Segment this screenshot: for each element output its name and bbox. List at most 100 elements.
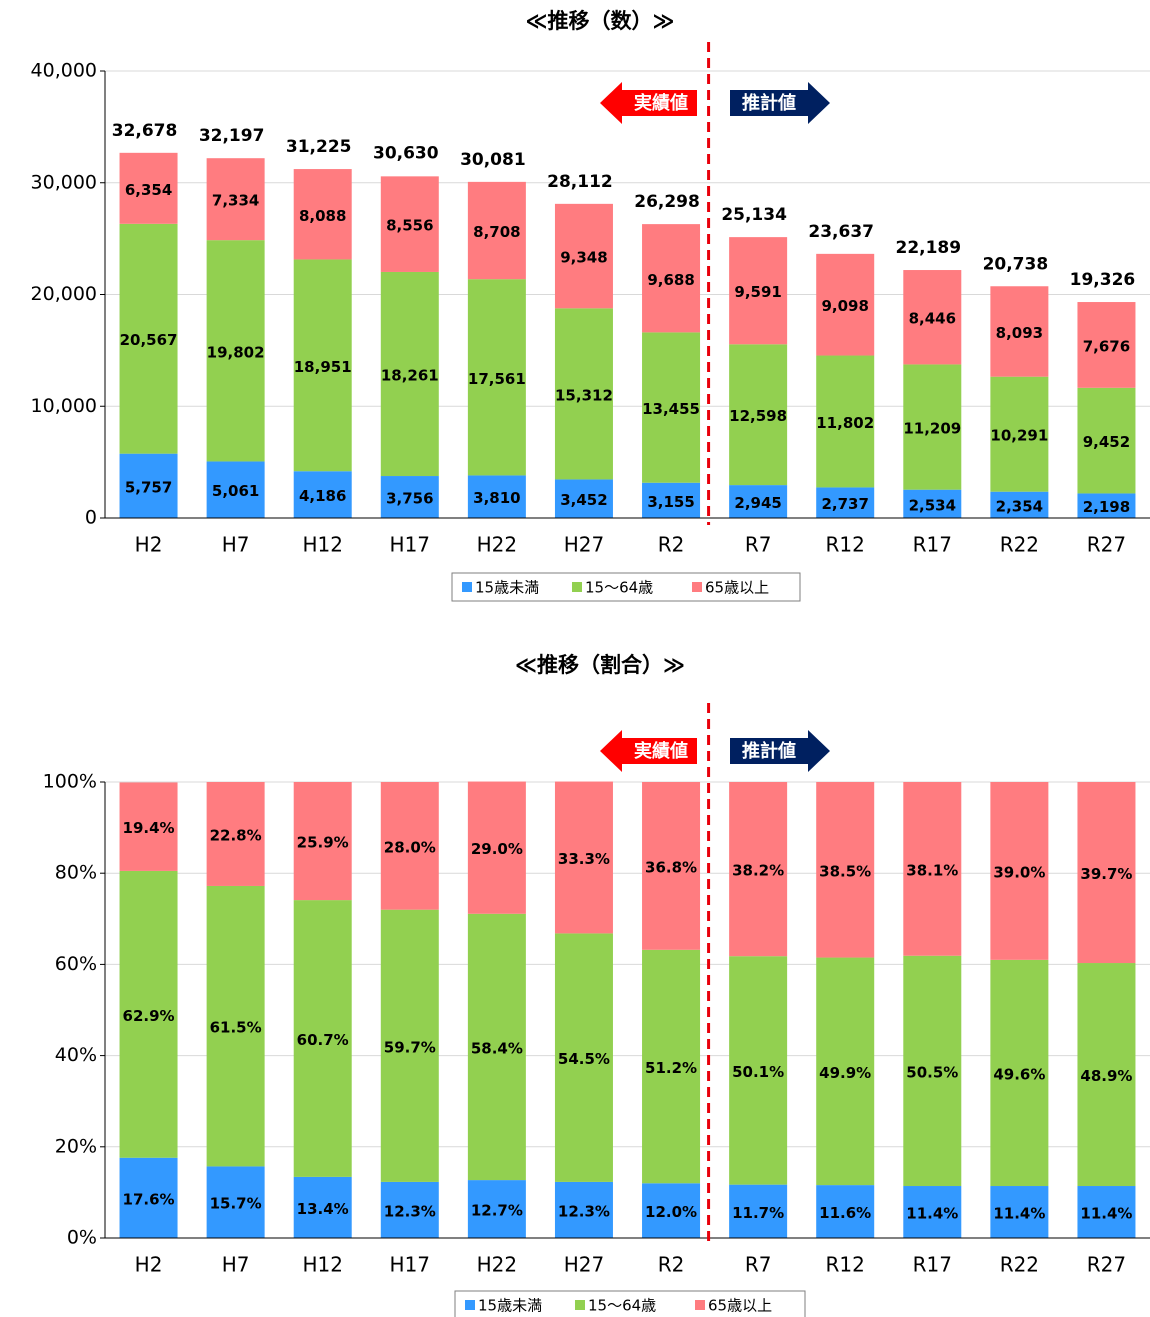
data-label: 61.5% — [210, 1019, 262, 1037]
bar-segment — [206, 782, 265, 886]
data-label: 20,567 — [120, 331, 178, 349]
x-tick-label: R2 — [658, 1253, 685, 1277]
x-tick-label: R2 — [658, 533, 685, 557]
bar-segment — [903, 955, 962, 1187]
bar-segment — [380, 1181, 439, 1238]
data-label: 8,708 — [473, 223, 520, 241]
x-tick-label: H7 — [222, 1253, 250, 1277]
data-label: 49.6% — [993, 1065, 1045, 1083]
bar-segment — [119, 223, 178, 454]
data-label: 8,556 — [386, 217, 433, 235]
bar-segment — [380, 176, 439, 272]
data-label: 50.5% — [906, 1063, 958, 1081]
bar-segment — [206, 461, 265, 518]
data-label: 54.5% — [558, 1050, 610, 1068]
data-label: 38.1% — [906, 861, 958, 879]
y-tick-label: 40,000 — [31, 60, 97, 82]
legend-swatch — [572, 582, 582, 592]
annotation: 推計値 — [742, 92, 796, 114]
bar-segment — [380, 476, 439, 518]
data-label: 11.4% — [993, 1205, 1045, 1223]
data-label: 7,334 — [212, 192, 259, 210]
data-label: 51.2% — [645, 1059, 697, 1077]
bar-segment — [119, 453, 178, 518]
bar-segment — [903, 782, 962, 956]
bar-segment — [467, 913, 526, 1181]
bar-segment — [467, 1180, 526, 1238]
bar-segment — [1077, 963, 1136, 1187]
total-label: 19,326 — [1070, 270, 1136, 290]
legend-swatch — [575, 1300, 585, 1310]
data-label: 18,261 — [381, 366, 439, 384]
data-label: 12.0% — [645, 1203, 697, 1221]
data-label: 5,061 — [212, 482, 259, 500]
bar-segment — [729, 782, 788, 957]
data-label: 38.2% — [732, 862, 784, 880]
x-tick-label: R12 — [826, 533, 865, 557]
data-label: 38.5% — [819, 862, 871, 880]
y-tick-label: 20% — [55, 1135, 97, 1157]
data-label: 11.7% — [732, 1204, 784, 1222]
x-tick-label: H12 — [302, 533, 343, 557]
data-label: 3,810 — [473, 489, 520, 507]
data-label: 11,802 — [816, 414, 874, 432]
legend-box — [451, 572, 801, 602]
data-label: 8,088 — [299, 207, 346, 225]
x-tick-label: H2 — [135, 533, 163, 557]
bar-segment — [642, 949, 701, 1184]
data-label: 29.0% — [471, 840, 523, 858]
data-label: 2,534 — [909, 496, 956, 514]
bar-segment — [642, 224, 701, 333]
data-label: 22.8% — [210, 826, 262, 844]
total-label: 23,637 — [808, 222, 874, 242]
x-tick-label: R7 — [745, 1253, 772, 1277]
data-label: 49.9% — [819, 1064, 871, 1082]
legend-label: 65歳以上 — [708, 1297, 772, 1315]
bar-segment — [293, 259, 352, 472]
bar-segment — [380, 782, 439, 910]
bar-segment — [903, 270, 962, 365]
x-tick-label: H17 — [390, 533, 431, 557]
bar-segment — [729, 237, 788, 345]
total-label: 28,112 — [547, 172, 613, 192]
y-tick-label: 0% — [67, 1227, 97, 1249]
x-tick-label: H22 — [477, 1253, 518, 1277]
data-label: 25.9% — [297, 834, 349, 852]
x-tick-label: R17 — [913, 1253, 952, 1277]
total-label: 30,630 — [373, 144, 439, 164]
bar-segment — [467, 181, 526, 280]
bar-segment — [119, 782, 178, 871]
data-label: 9,688 — [647, 271, 694, 289]
data-label: 8,093 — [996, 324, 1043, 342]
data-label: 15,312 — [555, 386, 613, 404]
data-label: 9,452 — [1083, 433, 1130, 451]
bar-segment — [903, 364, 962, 490]
y-tick-label: 60% — [55, 953, 97, 975]
x-tick-label: R12 — [826, 1253, 865, 1277]
data-label: 2,198 — [1083, 498, 1130, 516]
bar-segment — [380, 909, 439, 1182]
data-label: 28.0% — [384, 838, 436, 856]
data-label: 19.4% — [123, 819, 175, 837]
x-tick-label: H17 — [390, 1253, 431, 1277]
bar-segment — [903, 1186, 962, 1238]
bar-segment — [380, 271, 439, 477]
bar-segment — [990, 1186, 1049, 1238]
data-label: 4,186 — [299, 487, 346, 505]
total-label: 30,081 — [460, 150, 526, 170]
x-tick-label: R27 — [1087, 1253, 1126, 1277]
bar-segment — [990, 286, 1049, 377]
legend-swatch — [462, 582, 472, 592]
x-tick-label: H22 — [477, 533, 518, 557]
arrow-left — [600, 730, 697, 772]
x-tick-label: R22 — [1000, 533, 1039, 557]
total-label: 25,134 — [721, 205, 787, 225]
data-label: 11.4% — [1080, 1205, 1132, 1223]
y-tick-label: 80% — [55, 862, 97, 884]
data-label: 33.3% — [558, 850, 610, 868]
data-label: 3,155 — [647, 493, 694, 511]
legend-swatch — [692, 582, 702, 592]
data-label: 15.7% — [210, 1195, 262, 1213]
arrow-right — [730, 730, 830, 772]
